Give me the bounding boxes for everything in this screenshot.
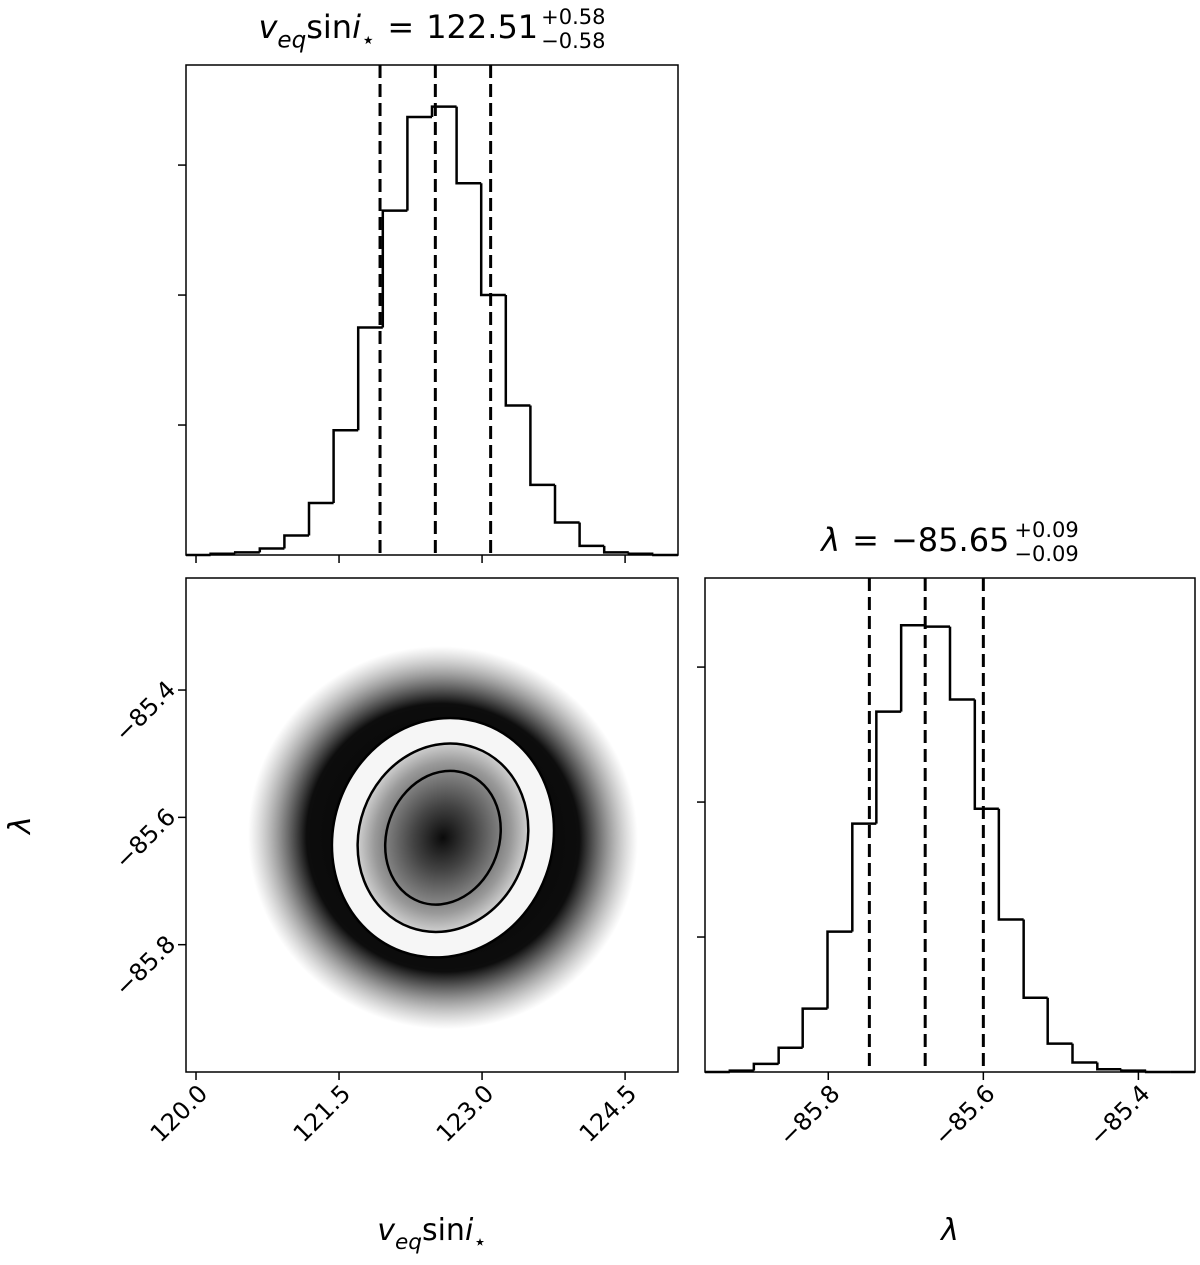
- histogram-step: [627, 552, 654, 555]
- histogram-step: [851, 822, 877, 932]
- x-tick-label: 124.5: [574, 1079, 642, 1147]
- contour: [356, 742, 530, 934]
- histogram-step: [258, 547, 285, 553]
- histogram-step: [752, 1062, 779, 1071]
- histogram-step: [1120, 1069, 1147, 1072]
- histogram-step: [1022, 919, 1048, 1000]
- label-part: i: [352, 8, 361, 46]
- title-minus: −0.58: [541, 29, 605, 53]
- label-part: sin: [306, 8, 352, 46]
- title-main: λ = −85.65: [819, 521, 1009, 559]
- histogram-step: [1071, 1043, 1098, 1064]
- label-part: ⋆: [361, 28, 375, 54]
- label-part: v: [258, 8, 278, 46]
- label-part: λ: [819, 521, 840, 559]
- histogram-step: [406, 115, 432, 211]
- panel-frame: [185, 577, 679, 1073]
- histogram-step: [356, 326, 383, 431]
- y-tick-label: −85.8: [109, 930, 181, 1002]
- density-layer: [248, 646, 638, 1030]
- histogram-step: [381, 209, 408, 328]
- histogram-step: [578, 522, 605, 548]
- histogram-step: [826, 930, 853, 1009]
- histogram-step: [973, 699, 999, 811]
- x-tick-label: 121.5: [288, 1079, 356, 1147]
- histogram-step: [875, 710, 902, 824]
- axis-label: λ: [939, 1213, 959, 1248]
- histogram-step: [529, 405, 555, 487]
- contour: [383, 769, 502, 906]
- axis-label: λ: [3, 816, 38, 836]
- histogram-step: [332, 428, 359, 504]
- label-part: i: [465, 1213, 474, 1248]
- y-tick-label: −85.4: [109, 675, 181, 747]
- panel-title: λ = −85.65 +0.09−0.09: [819, 518, 1079, 566]
- title-plus: +0.58: [541, 5, 605, 29]
- x-tick-label: 120.0: [145, 1079, 213, 1147]
- x-tick-label: −85.6: [929, 1079, 1001, 1151]
- histogram-step: [307, 501, 334, 536]
- histogram-step: [1046, 997, 1073, 1045]
- histogram-step: [553, 484, 580, 524]
- label-part: sin: [422, 1213, 465, 1248]
- histogram-step: [923, 625, 950, 628]
- title-plus: +0.09: [1014, 518, 1078, 542]
- histogram-step: [1096, 1062, 1122, 1071]
- histogram-step: [801, 1007, 828, 1048]
- title-sep: =: [852, 521, 879, 559]
- label-part: ⋆: [473, 1230, 487, 1255]
- label-part: λ: [3, 816, 38, 836]
- label-part: λ: [939, 1213, 959, 1248]
- label-part: v: [377, 1213, 396, 1248]
- axis-label: veqsini⋆: [377, 1213, 487, 1255]
- histogram-step: [899, 623, 926, 712]
- histogram-step: [997, 808, 1024, 921]
- title-value: 122.51: [426, 8, 538, 46]
- histogram-step: [430, 105, 457, 117]
- title-sep: =: [387, 8, 414, 46]
- histogram-step: [455, 106, 482, 185]
- histogram-step: [777, 1046, 803, 1064]
- histogram-step: [948, 626, 975, 701]
- histogram-step: [233, 551, 260, 554]
- y-tick-label: −85.6: [109, 803, 181, 875]
- title-value: −85.65: [891, 521, 1009, 559]
- panel-title: veqsini⋆ = 122.51 +0.58−0.58: [258, 5, 605, 54]
- x-tick-label: 123.0: [431, 1079, 499, 1147]
- x-tick-label: −85.8: [774, 1079, 846, 1151]
- title-minus: −0.09: [1014, 542, 1078, 566]
- histogram-step: [283, 534, 309, 549]
- label-part: eq: [277, 28, 306, 54]
- panel-frame: [704, 577, 1196, 1073]
- histogram-step: [479, 183, 506, 297]
- histogram-step: [602, 545, 629, 554]
- histogram-step: [504, 295, 531, 407]
- panel-frame: [185, 64, 679, 556]
- x-tick-label: −85.4: [1084, 1079, 1156, 1151]
- label-part: eq: [395, 1230, 422, 1255]
- title-main: veqsini⋆ = 122.51: [258, 8, 538, 54]
